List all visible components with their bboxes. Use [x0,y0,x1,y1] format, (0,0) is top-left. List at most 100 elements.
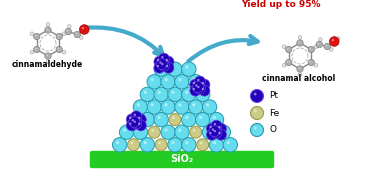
Circle shape [129,123,132,125]
Circle shape [213,116,216,119]
Circle shape [308,46,314,53]
Circle shape [171,91,175,94]
Circle shape [151,78,154,81]
Circle shape [214,130,216,132]
Circle shape [138,123,141,125]
Circle shape [254,110,257,112]
Circle shape [213,141,216,144]
Circle shape [57,35,59,36]
Circle shape [127,139,139,151]
Circle shape [181,62,196,76]
Circle shape [192,103,195,106]
Circle shape [310,61,311,62]
Circle shape [216,125,231,139]
Circle shape [211,120,222,131]
Circle shape [324,43,330,50]
Circle shape [137,103,140,106]
Circle shape [158,60,169,71]
Circle shape [157,59,159,61]
Circle shape [227,141,230,144]
Circle shape [251,106,263,119]
Circle shape [251,123,263,136]
Circle shape [46,28,48,30]
Circle shape [74,31,81,38]
Circle shape [254,127,257,129]
Circle shape [185,66,188,69]
Circle shape [47,60,48,61]
Circle shape [67,25,71,28]
Circle shape [154,62,168,76]
Circle shape [133,125,148,139]
Circle shape [131,118,142,129]
Circle shape [158,116,161,119]
Circle shape [46,60,50,63]
Circle shape [206,123,217,134]
Circle shape [206,103,209,106]
Circle shape [172,117,175,119]
Circle shape [254,93,257,96]
Circle shape [202,100,217,114]
Circle shape [140,112,155,127]
Circle shape [185,91,188,94]
Circle shape [123,129,126,132]
Circle shape [62,32,66,35]
Circle shape [164,78,168,81]
Circle shape [199,91,202,94]
Circle shape [140,87,155,102]
Circle shape [147,75,161,89]
Circle shape [330,37,339,46]
Circle shape [197,79,200,81]
Circle shape [181,138,196,152]
Text: cinnamaldehyde: cinnamaldehyde [11,60,83,69]
Text: O: O [269,125,276,134]
Circle shape [318,43,319,44]
Circle shape [214,123,216,125]
Circle shape [282,45,286,49]
Circle shape [154,87,168,102]
Circle shape [206,129,209,132]
Circle shape [76,33,77,34]
Circle shape [154,112,168,127]
Circle shape [298,67,300,69]
Circle shape [164,103,168,106]
Circle shape [166,59,168,61]
Circle shape [185,116,188,119]
Circle shape [148,126,160,138]
Circle shape [133,121,136,123]
Circle shape [218,126,221,128]
Circle shape [158,66,161,69]
Circle shape [126,114,137,125]
Circle shape [220,129,223,132]
Circle shape [155,139,167,151]
Circle shape [31,51,32,52]
Circle shape [132,119,134,121]
Circle shape [79,25,89,34]
Circle shape [130,142,133,144]
Circle shape [35,35,37,36]
Circle shape [158,142,161,144]
Circle shape [126,120,137,131]
Circle shape [308,59,314,66]
Circle shape [197,139,209,151]
Circle shape [163,62,174,73]
Circle shape [131,111,142,122]
Circle shape [185,141,188,144]
Circle shape [197,86,200,88]
Circle shape [199,85,210,96]
Circle shape [79,36,83,39]
Circle shape [199,116,202,119]
Circle shape [154,56,165,67]
Circle shape [314,64,318,67]
Circle shape [168,138,182,152]
Circle shape [194,76,205,87]
Circle shape [192,78,195,81]
Circle shape [175,125,189,139]
Circle shape [130,117,133,119]
Circle shape [299,73,300,74]
Circle shape [209,138,224,152]
Circle shape [144,116,147,119]
Circle shape [168,62,182,76]
Circle shape [168,87,182,102]
Circle shape [318,38,322,41]
Circle shape [34,46,40,53]
